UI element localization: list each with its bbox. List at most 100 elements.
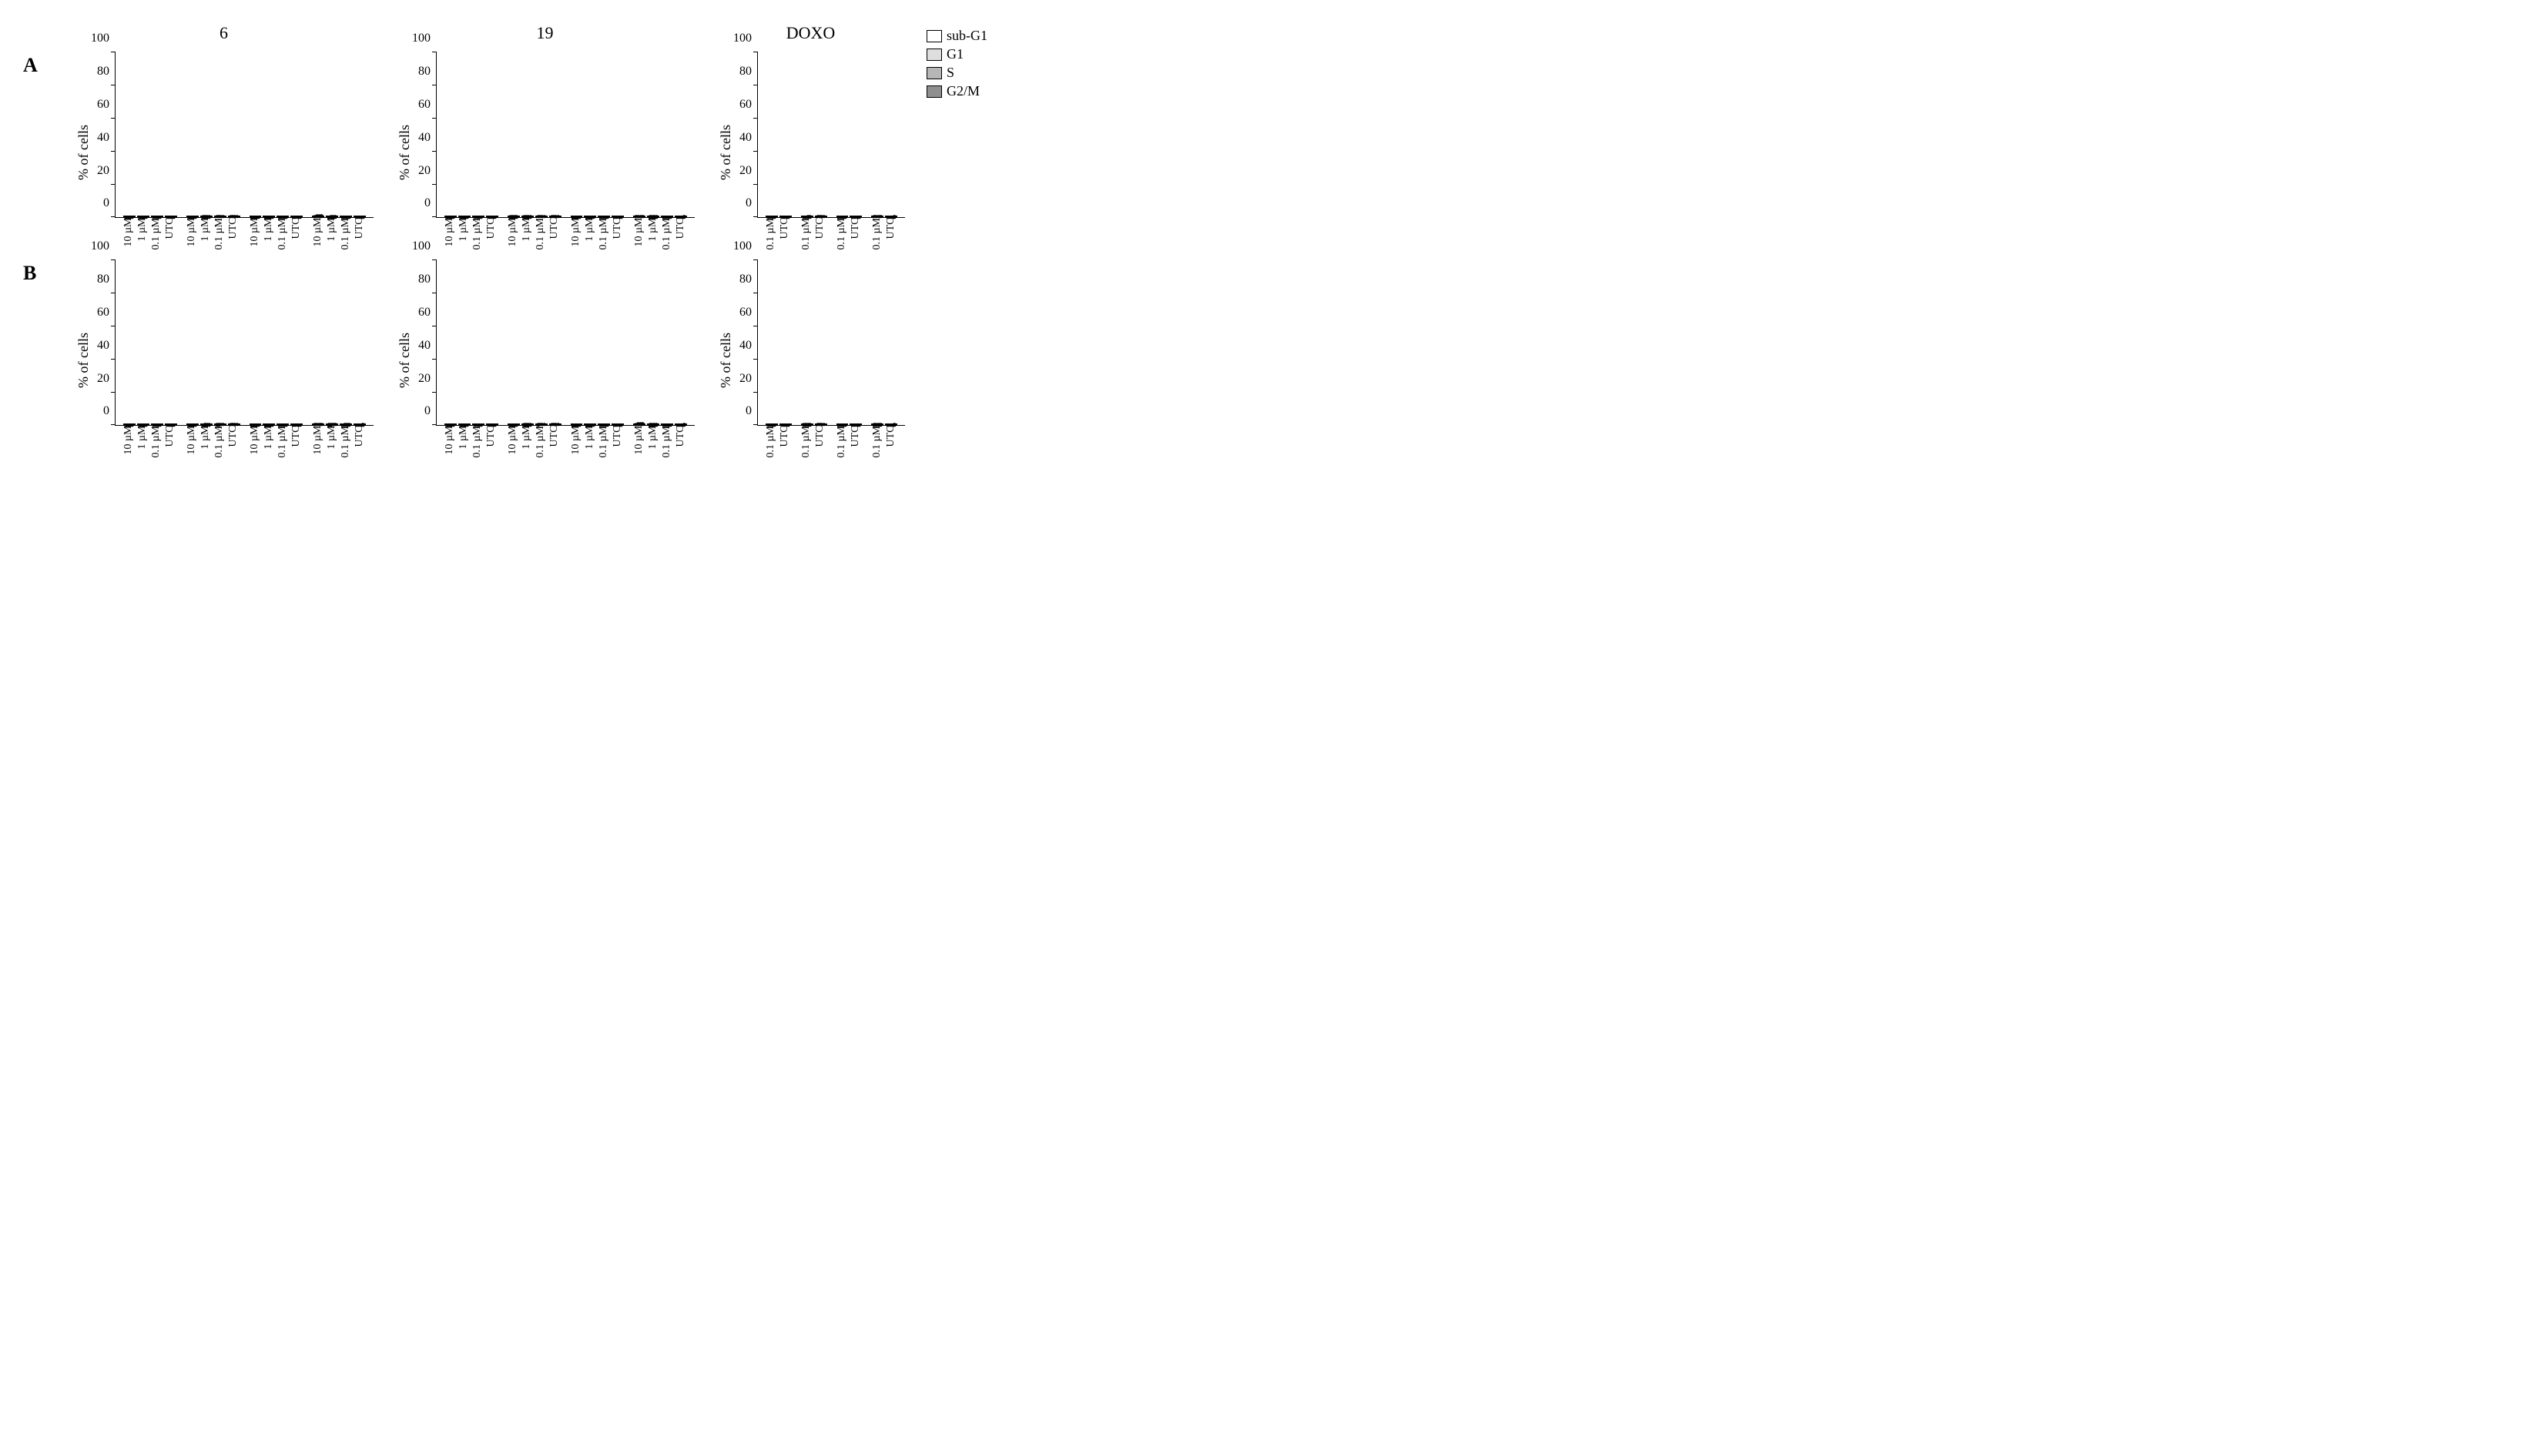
x-tick-label: UTC <box>814 218 826 253</box>
y-tick-label: 80 <box>418 65 431 79</box>
y-tick-label: 80 <box>97 65 109 79</box>
y-tick-label: 20 <box>97 164 109 178</box>
x-tick-label: 10 µM <box>570 218 582 253</box>
legend-swatch <box>927 67 942 79</box>
plot: 0204060801000.1 µMUTC0.1 µMUTC0.1 µMUTC0… <box>736 260 905 460</box>
x-tick-label: UTC <box>885 218 897 253</box>
y-tick-label: 100 <box>91 239 109 253</box>
y-tick-label: 100 <box>733 32 752 45</box>
x-tick-label: UTC <box>814 426 826 460</box>
panel: % of cells02040608010010 µM1 µM0.1 µMUTC… <box>395 52 695 253</box>
x-tick-label: 1 µM <box>458 218 470 253</box>
x-tick-label: 1 µM <box>647 426 659 460</box>
x-tick-label: UTC <box>485 426 498 460</box>
x-tick-label: 10 µM <box>507 426 519 460</box>
x-tick-label: 0.1 µM <box>598 426 610 460</box>
x-tick-label: 0.1 µM <box>277 426 289 460</box>
column-title: 19 <box>395 23 695 45</box>
x-tick-label: 0.1 µM <box>213 426 226 460</box>
panel: % of cells02040608010010 µM1 µM0.1 µMUTC… <box>74 260 374 460</box>
legend-swatch <box>927 30 942 42</box>
legend-label: S <box>947 65 954 81</box>
x-tick-label: 10 µM <box>633 426 645 460</box>
x-tick-label: 1 µM <box>263 426 275 460</box>
x-axis-labels: 0.1 µMUTC0.1 µMUTC0.1 µMUTC0.1 µMUTC <box>757 426 905 460</box>
y-tick-label: 20 <box>418 372 431 386</box>
x-tick-label: 10 µM <box>312 426 324 460</box>
plot: 02040608010010 µM1 µM0.1 µMUTC10 µM1 µM0… <box>414 52 695 253</box>
panel: % of cells0204060801000.1 µMUTC0.1 µMUTC… <box>716 52 905 253</box>
plot: 02040608010010 µM1 µM0.1 µMUTC10 µM1 µM0… <box>414 260 695 460</box>
plot-area: 020406080100 <box>436 52 695 218</box>
x-tick-label: UTC <box>354 426 366 460</box>
x-tick-label: 0.1 µM <box>598 218 610 253</box>
y-tick-label: 20 <box>97 372 109 386</box>
x-tick-label: UTC <box>675 218 687 253</box>
x-tick-label: 0.1 µM <box>836 426 848 460</box>
x-tick-label: 0.1 µM <box>871 218 883 253</box>
x-tick-label: 10 µM <box>444 426 456 460</box>
x-tick-label: 0.1 µM <box>765 218 777 253</box>
bar-groups <box>116 260 374 425</box>
x-tick-label: 1 µM <box>326 218 338 253</box>
y-tick-label: 100 <box>412 239 431 253</box>
x-tick-label: 0.1 µM <box>471 426 484 460</box>
x-tick-label: 1 µM <box>326 426 338 460</box>
x-tick-label: 0.1 µM <box>535 218 547 253</box>
x-tick-label: UTC <box>164 426 176 460</box>
x-tick-label: UTC <box>485 218 498 253</box>
row-letter: A <box>23 52 52 77</box>
x-tick-label: 1 µM <box>584 218 596 253</box>
y-tick-label: 100 <box>412 32 431 45</box>
x-tick-label: UTC <box>779 426 791 460</box>
x-axis-labels: 10 µM1 µM0.1 µMUTC10 µM1 µM0.1 µMUTC10 µ… <box>436 218 695 253</box>
x-axis-labels: 10 µM1 µM0.1 µMUTC10 µM1 µM0.1 µMUTC10 µ… <box>115 426 374 460</box>
x-tick-label: 10 µM <box>507 218 519 253</box>
y-tick-label: 0 <box>424 404 431 418</box>
y-tick-label: 20 <box>739 164 752 178</box>
plot-area: 020406080100 <box>757 260 905 426</box>
legend-item: S <box>927 65 1027 81</box>
x-tick-label: UTC <box>548 218 561 253</box>
y-tick-label: 80 <box>418 273 431 286</box>
legend: sub-G1G1SG2/M <box>927 23 1027 253</box>
panel: % of cells0204060801000.1 µMUTC0.1 µMUTC… <box>716 260 905 460</box>
x-tick-label: 1 µM <box>521 218 533 253</box>
legend-item: G1 <box>927 46 1027 62</box>
legend-label: G1 <box>947 46 964 62</box>
x-tick-label: 0.1 µM <box>340 218 352 253</box>
x-tick-label: 0.1 µM <box>765 426 777 460</box>
y-tick-label: 0 <box>746 404 752 418</box>
legend-swatch <box>927 85 942 98</box>
x-tick-label: UTC <box>548 426 561 460</box>
x-tick-label: 1 µM <box>136 426 149 460</box>
x-axis-labels: 0.1 µMUTC0.1 µMUTC0.1 µMUTC0.1 µMUTC <box>757 218 905 253</box>
legend-label: G2/M <box>947 83 980 99</box>
y-tick-label: 100 <box>91 32 109 45</box>
y-tick-label: 60 <box>418 98 431 112</box>
plot: 0204060801000.1 µMUTC0.1 µMUTC0.1 µMUTC0… <box>736 52 905 253</box>
x-tick-label: UTC <box>675 426 687 460</box>
x-tick-label: UTC <box>850 426 862 460</box>
x-tick-label: UTC <box>612 218 624 253</box>
x-tick-label: 0.1 µM <box>277 218 289 253</box>
bar-groups <box>758 52 905 217</box>
plot: 02040608010010 µM1 µM0.1 µMUTC10 µM1 µM0… <box>93 260 374 460</box>
y-tick-label: 100 <box>733 239 752 253</box>
y-axis-label: % of cells <box>74 333 93 388</box>
panel: % of cells02040608010010 µM1 µM0.1 µMUTC… <box>395 260 695 460</box>
x-tick-label: 10 µM <box>122 426 135 460</box>
y-tick-label: 40 <box>739 131 752 145</box>
x-tick-label: 0.1 µM <box>340 426 352 460</box>
y-axis-label: % of cells <box>716 333 736 388</box>
y-tick-label: 0 <box>424 196 431 210</box>
y-axis-label: % of cells <box>395 333 414 388</box>
y-axis-label: % of cells <box>74 125 93 180</box>
x-tick-label: 10 µM <box>633 218 645 253</box>
x-tick-label: UTC <box>290 218 303 253</box>
x-tick-label: 10 µM <box>312 218 324 253</box>
plot-area: 020406080100 <box>757 52 905 218</box>
plot-area: 020406080100 <box>115 52 374 218</box>
y-axis-label: % of cells <box>395 125 414 180</box>
x-tick-label: UTC <box>885 426 897 460</box>
